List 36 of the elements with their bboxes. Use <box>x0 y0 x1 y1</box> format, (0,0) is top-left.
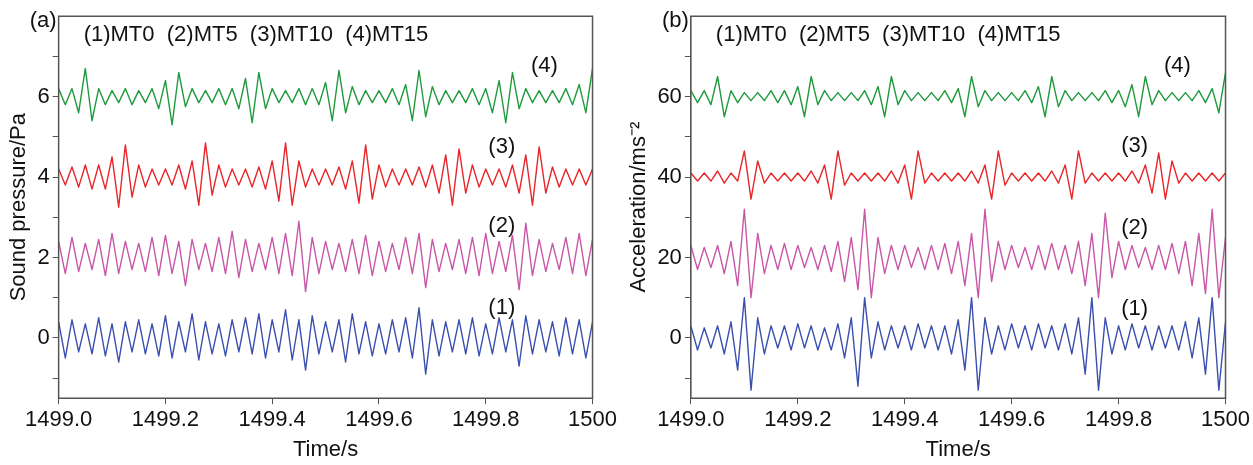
x-tick-label: 1500 <box>1201 406 1251 432</box>
chart-title: (a) <box>29 7 57 33</box>
series-label: (3) <box>488 132 516 158</box>
series-label: (1) <box>1121 294 1149 320</box>
x-axis-title: Time/s <box>292 435 359 461</box>
series-label: (3) <box>1121 132 1149 158</box>
y-axis-title: Sound pressure/Pa <box>5 112 31 302</box>
x-tick-label: 1499.4 <box>238 406 306 432</box>
x-tick-label: 1499.6 <box>345 406 413 432</box>
annotation: (1)MT0 (2)MT5 (3)MT10 (4)MT15 <box>715 21 1061 47</box>
chart-title: (b) <box>661 7 689 33</box>
series-label: (2) <box>488 211 516 237</box>
y-tick-label: 4 <box>37 163 50 189</box>
y-tick-label: 0 <box>669 323 682 349</box>
y-axis-title: Acceleration/ms⁻² <box>625 121 651 293</box>
y-tick-label: 40 <box>657 163 682 189</box>
x-tick-label: 1499.0 <box>657 406 725 432</box>
x-tick-label: 1499.2 <box>131 406 200 432</box>
y-tick-label: 2 <box>37 243 50 269</box>
y-tick-label: 0 <box>37 323 50 349</box>
x-tick-label: 1499.0 <box>24 406 93 432</box>
series-label: (4) <box>1163 52 1191 78</box>
x-tick-label: 1499.8 <box>1084 406 1153 432</box>
x-tick-label: 1500 <box>568 406 618 432</box>
x-tick-label: 1499.2 <box>764 406 832 432</box>
y-tick-label: 20 <box>657 243 682 269</box>
x-tick-label: 1499.6 <box>978 406 1046 432</box>
series-label: (4) <box>531 52 558 78</box>
series-label: (1) <box>488 293 516 319</box>
annotation: (1)MT0 (2)MT5 (3)MT10 (4)MT15 <box>83 21 429 47</box>
x-tick-label: 1499.8 <box>452 406 520 432</box>
series-label: (2) <box>1121 213 1149 239</box>
x-axis-title: Time/s <box>925 435 991 461</box>
x-tick-label: 1499.4 <box>871 406 939 432</box>
y-tick-label: 60 <box>657 82 682 108</box>
y-tick-label: 6 <box>37 82 50 108</box>
